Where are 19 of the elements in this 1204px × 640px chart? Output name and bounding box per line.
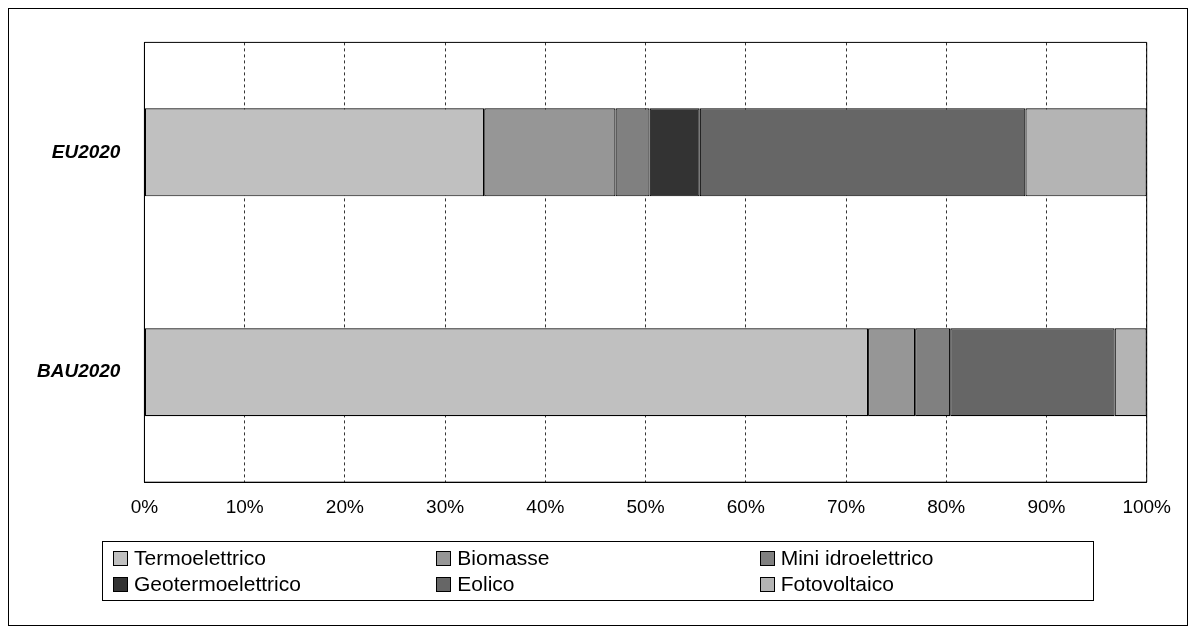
x-tick-label: 80% bbox=[927, 495, 966, 517]
legend-label: Geotermoelettrico bbox=[134, 572, 301, 596]
x-tick-label: 10% bbox=[225, 495, 264, 517]
legend-label: Fotovoltaico bbox=[780, 572, 894, 596]
x-tick-label: 30% bbox=[426, 495, 465, 517]
x-tick-label: 100% bbox=[1122, 495, 1172, 517]
x-tick-label: 90% bbox=[1027, 495, 1066, 517]
legend-label: Termoelettrico bbox=[134, 546, 266, 570]
x-tick-label: 0% bbox=[130, 495, 159, 517]
x-tick-label: 60% bbox=[726, 495, 765, 517]
y-tick-label: BAU2020 bbox=[36, 360, 121, 382]
x-tick-label: 50% bbox=[626, 495, 665, 517]
x-tick-label: 20% bbox=[325, 495, 364, 517]
y-tick-label: EU2020 bbox=[51, 140, 121, 162]
x-tick-label: 40% bbox=[526, 495, 565, 517]
legend-label: Eolico bbox=[457, 572, 515, 596]
legend-label: Mini idroelettrico bbox=[780, 546, 934, 570]
x-tick-label: 70% bbox=[827, 495, 866, 517]
legend-label: Biomasse bbox=[457, 546, 550, 570]
